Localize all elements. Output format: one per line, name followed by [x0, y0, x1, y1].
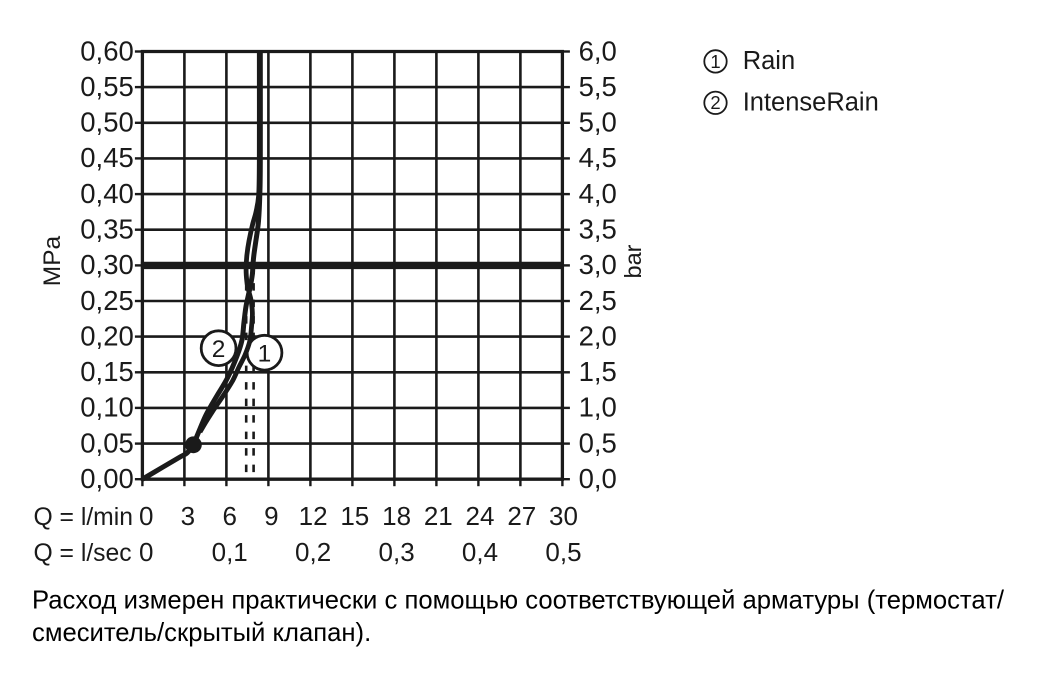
- svg-text:0,35: 0,35: [80, 214, 134, 245]
- svg-text:1: 1: [710, 51, 720, 72]
- svg-text:0,15: 0,15: [80, 356, 134, 387]
- svg-text:4,5: 4,5: [579, 142, 617, 173]
- svg-text:6: 6: [222, 501, 236, 531]
- svg-text:0,55: 0,55: [80, 71, 134, 102]
- svg-text:2: 2: [710, 92, 720, 113]
- svg-text:5,5: 5,5: [579, 71, 617, 102]
- svg-text:15: 15: [340, 501, 369, 531]
- svg-text:2,0: 2,0: [579, 320, 617, 351]
- svg-text:2: 2: [212, 336, 226, 363]
- svg-text:30: 30: [549, 501, 578, 531]
- svg-text:0,4: 0,4: [462, 537, 498, 567]
- svg-text:21: 21: [424, 501, 453, 531]
- svg-text:3,5: 3,5: [579, 214, 617, 245]
- svg-text:0,5: 0,5: [545, 537, 581, 567]
- svg-text:6,0: 6,0: [579, 35, 617, 66]
- svg-text:0,40: 0,40: [80, 178, 134, 209]
- svg-text:27: 27: [507, 501, 536, 531]
- svg-text:0,2: 0,2: [295, 537, 331, 567]
- svg-text:1: 1: [258, 340, 272, 367]
- svg-text:MPa: MPa: [39, 235, 66, 286]
- svg-text:5,0: 5,0: [579, 107, 617, 138]
- svg-text:18: 18: [382, 501, 411, 531]
- svg-text:3: 3: [181, 501, 195, 531]
- svg-text:1,0: 1,0: [579, 392, 617, 423]
- svg-text:2,5: 2,5: [579, 285, 617, 316]
- svg-text:bar: bar: [620, 244, 646, 278]
- svg-text:3,0: 3,0: [579, 249, 617, 280]
- svg-text:0,45: 0,45: [80, 142, 134, 173]
- svg-text:0,60: 0,60: [80, 35, 134, 66]
- svg-text:1,5: 1,5: [579, 356, 617, 387]
- svg-text:Расход измерен практически с п: Расход измерен практически с помощью соо…: [32, 587, 1005, 615]
- svg-text:0,20: 0,20: [80, 320, 134, 351]
- svg-text:0,5: 0,5: [579, 427, 617, 458]
- svg-text:IntenseRain: IntenseRain: [743, 88, 879, 116]
- svg-text:Q = l/sec: Q = l/sec: [34, 540, 132, 567]
- svg-text:0,3: 0,3: [379, 537, 415, 567]
- svg-text:0,50: 0,50: [80, 107, 134, 138]
- svg-text:0,00: 0,00: [80, 463, 134, 494]
- svg-text:0,05: 0,05: [80, 427, 134, 458]
- svg-text:0,30: 0,30: [80, 249, 134, 280]
- svg-text:смеситель/скрытый клапан).: смеситель/скрытый клапан).: [32, 619, 371, 647]
- svg-text:0,1: 0,1: [212, 537, 248, 567]
- svg-text:12: 12: [299, 501, 328, 531]
- svg-text:0: 0: [139, 537, 153, 567]
- svg-text:Rain: Rain: [743, 47, 795, 75]
- svg-text:0,25: 0,25: [80, 285, 134, 316]
- svg-text:0,0: 0,0: [579, 463, 617, 494]
- svg-text:9: 9: [264, 501, 278, 531]
- svg-text:24: 24: [466, 501, 495, 531]
- svg-text:0: 0: [139, 501, 153, 531]
- svg-text:0,10: 0,10: [80, 392, 134, 423]
- svg-text:4,0: 4,0: [579, 178, 617, 209]
- svg-text:Q = l/min: Q = l/min: [34, 504, 133, 531]
